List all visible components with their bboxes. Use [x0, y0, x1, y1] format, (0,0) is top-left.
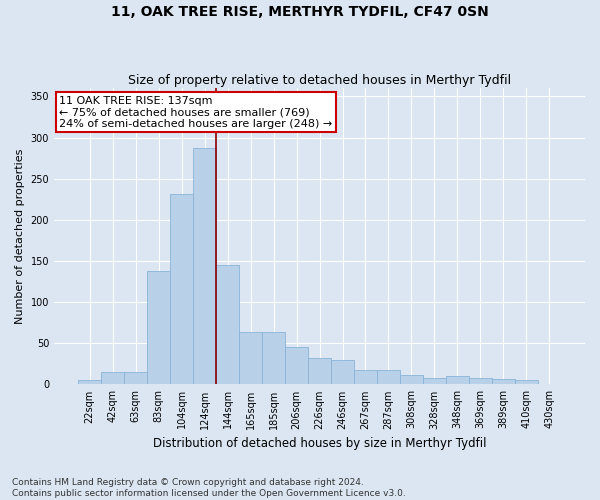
Bar: [515, 380, 538, 384]
Bar: [400, 374, 423, 384]
Bar: [492, 378, 515, 384]
Title: Size of property relative to detached houses in Merthyr Tydfil: Size of property relative to detached ho…: [128, 74, 511, 87]
Y-axis label: Number of detached properties: Number of detached properties: [15, 148, 25, 324]
Bar: [193, 148, 216, 384]
Text: 11 OAK TREE RISE: 137sqm
← 75% of detached houses are smaller (769)
24% of semi-: 11 OAK TREE RISE: 137sqm ← 75% of detach…: [59, 96, 332, 129]
Bar: [423, 378, 446, 384]
Bar: [170, 194, 193, 384]
Bar: [331, 360, 354, 384]
Bar: [446, 376, 469, 384]
Bar: [216, 265, 239, 384]
Bar: [262, 332, 285, 384]
Bar: [469, 378, 492, 384]
X-axis label: Distribution of detached houses by size in Merthyr Tydfil: Distribution of detached houses by size …: [153, 437, 486, 450]
Bar: [147, 271, 170, 384]
Bar: [124, 372, 147, 384]
Bar: [285, 348, 308, 385]
Bar: [377, 370, 400, 384]
Bar: [239, 332, 262, 384]
Bar: [308, 358, 331, 384]
Bar: [354, 370, 377, 384]
Text: Contains HM Land Registry data © Crown copyright and database right 2024.
Contai: Contains HM Land Registry data © Crown c…: [12, 478, 406, 498]
Text: 11, OAK TREE RISE, MERTHYR TYDFIL, CF47 0SN: 11, OAK TREE RISE, MERTHYR TYDFIL, CF47 …: [111, 5, 489, 19]
Bar: [78, 380, 101, 384]
Bar: [101, 372, 124, 384]
